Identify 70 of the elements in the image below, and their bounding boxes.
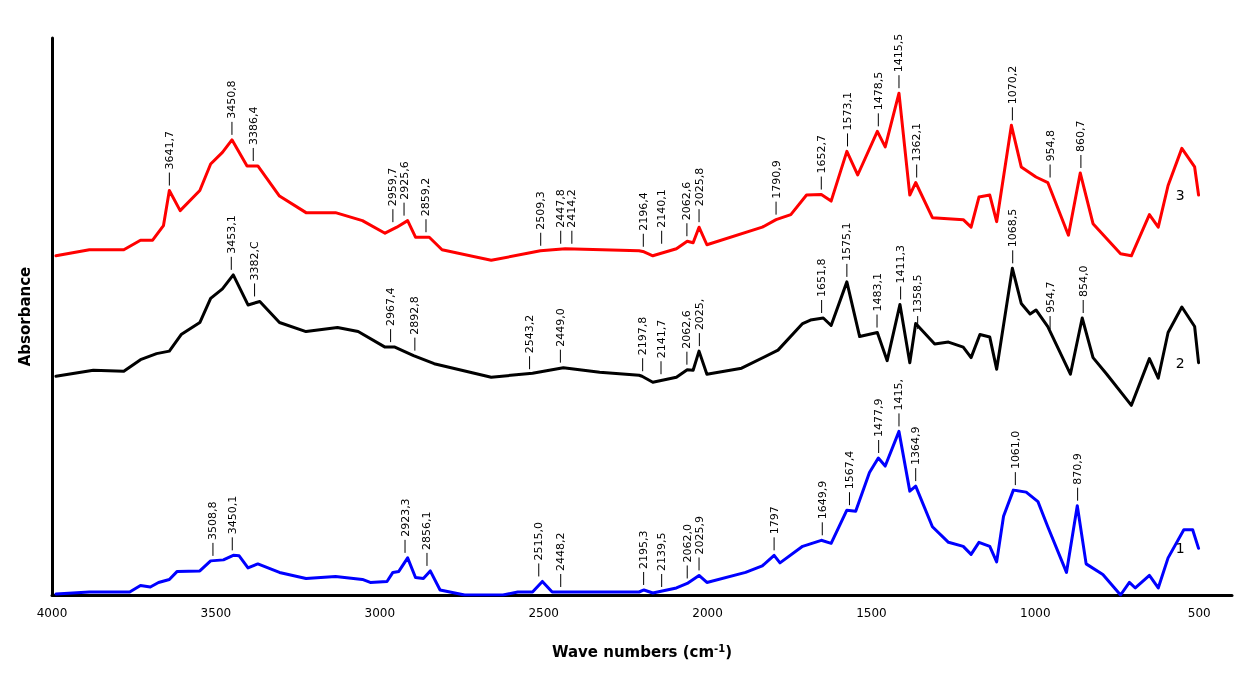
annotation: 1362,1 <box>910 123 924 162</box>
annotation: 1651,8 <box>815 258 829 298</box>
annotation: 2141,7 <box>654 319 668 359</box>
annotation: 2859,2 <box>419 177 433 217</box>
annotation: 2062,6 <box>680 310 694 349</box>
annotation: 1483,1 <box>870 273 884 312</box>
annotation: 860,7 <box>1074 120 1088 152</box>
annotation: 3453,1 <box>224 215 238 254</box>
x-tick-label: 1000 <box>1020 606 1051 620</box>
annotation: 2856,1 <box>420 511 434 550</box>
annotation: 2543,2 <box>523 314 537 354</box>
annotation: 2959,7 <box>386 167 400 207</box>
annotation: 2447,8 <box>554 189 568 228</box>
annotation: 2515,0 <box>532 521 546 561</box>
x-tick-label: 4000 <box>36 606 68 620</box>
x-tick-label: 2500 <box>528 606 559 620</box>
annotation: 1358,5 <box>911 274 925 314</box>
series-label: 1 <box>1175 540 1185 557</box>
annotation: 1068,5 <box>1006 208 1020 248</box>
annotation: 2196,4 <box>636 192 650 231</box>
x-tick-label: 500 <box>1187 606 1211 620</box>
annotation: 1070,2 <box>1005 65 1019 105</box>
annotation: 1415,5 <box>892 33 906 73</box>
annotation: 1477,9 <box>872 398 886 438</box>
series-label: 2 <box>1175 354 1185 371</box>
x-tick-label: 1500 <box>856 606 887 620</box>
annotation: 1573,1 <box>841 91 855 131</box>
annotation: 1797 <box>767 506 781 535</box>
annotation: 954,7 <box>1043 281 1057 314</box>
annotation: 1567,4 <box>842 450 856 490</box>
annotation: 3450,1 <box>225 495 239 535</box>
annotation: 2892,8 <box>408 296 422 335</box>
annotation: 2967,4 <box>384 287 398 327</box>
annotation: 3450,8 <box>225 80 239 119</box>
annotation: 2139,5 <box>655 532 669 571</box>
annotation: 1364,9 <box>909 426 923 466</box>
annotation: 1411,3 <box>894 244 908 284</box>
annotation: 870,9 <box>1071 453 1085 485</box>
annotation: 854,0 <box>1076 265 1090 298</box>
annotation: 2025, <box>692 298 706 331</box>
annotation: 954,8 <box>1043 130 1057 162</box>
annotation: 2062,6 <box>680 181 694 221</box>
annotation: 3641,7 <box>162 131 176 170</box>
series-label: 3 <box>1175 187 1185 204</box>
annotation: 2062,0 <box>680 523 694 563</box>
annotation: 1649,9 <box>815 480 829 520</box>
annotation: 2448,2 <box>554 532 568 571</box>
x-tick-label: 3000 <box>364 606 396 620</box>
annotation: 1790,9 <box>769 160 783 199</box>
annotation: 1061,0 <box>1008 430 1022 470</box>
annotation: 1575,1 <box>840 222 854 261</box>
annotation: 2197,8 <box>636 316 650 356</box>
x-tick-label: 2000 <box>692 606 723 620</box>
annotation: 1478,5 <box>871 71 885 111</box>
annotation: 2923,3 <box>398 498 412 537</box>
annotation: 1652,7 <box>814 135 828 174</box>
annotation: 2509,3 <box>534 191 548 230</box>
annotation: 2195,3 <box>637 530 651 569</box>
x-tick-label: 3500 <box>200 606 232 620</box>
annotation: 2140,1 <box>655 189 669 228</box>
annotation: 3386,4 <box>246 106 260 145</box>
annotation: 2414,2 <box>565 189 579 228</box>
annotation: 3508,8 <box>206 501 220 540</box>
annotation: 2025,8 <box>692 167 706 207</box>
annotation: 2025,9 <box>692 515 706 555</box>
annotation: 1415, <box>892 378 906 411</box>
annotation: 3382,C <box>248 240 262 281</box>
y-axis-title: Absorbance <box>15 266 34 367</box>
annotation: 2449,0 <box>553 308 567 347</box>
annotation: 2925,6 <box>397 161 411 200</box>
